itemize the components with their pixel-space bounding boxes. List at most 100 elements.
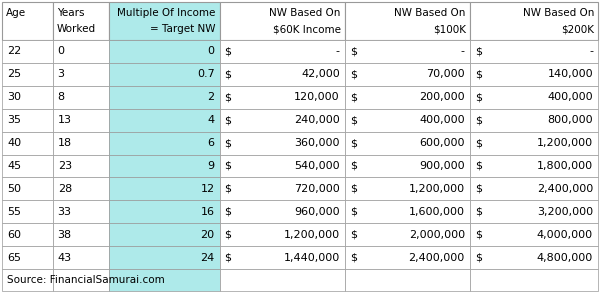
Text: = Target NW: = Target NW xyxy=(150,24,215,34)
Bar xyxy=(109,2,220,40)
Text: $: $ xyxy=(475,47,482,57)
Bar xyxy=(345,132,470,154)
Bar xyxy=(345,40,470,63)
Bar xyxy=(345,63,470,86)
Bar xyxy=(220,177,345,200)
Text: 2,400,000: 2,400,000 xyxy=(537,184,593,194)
Text: $: $ xyxy=(224,115,232,125)
Bar xyxy=(470,177,598,200)
Bar xyxy=(2,223,53,246)
Bar xyxy=(345,246,470,269)
Text: 20: 20 xyxy=(200,230,215,240)
Bar xyxy=(53,154,109,177)
Text: 9: 9 xyxy=(208,161,215,171)
Text: 60: 60 xyxy=(7,230,21,240)
Bar xyxy=(2,2,53,40)
Bar xyxy=(220,2,345,40)
Text: $: $ xyxy=(224,47,232,57)
Text: 400,000: 400,000 xyxy=(547,92,593,102)
Text: 3: 3 xyxy=(58,69,65,79)
Text: $60K Income: $60K Income xyxy=(273,24,341,34)
Text: $: $ xyxy=(475,115,482,125)
Bar xyxy=(109,109,220,132)
Text: 900,000: 900,000 xyxy=(419,161,465,171)
Text: 42,000: 42,000 xyxy=(301,69,340,79)
Bar xyxy=(53,86,109,109)
Text: 1,200,000: 1,200,000 xyxy=(537,138,593,148)
Bar xyxy=(470,246,598,269)
Bar xyxy=(109,177,220,200)
Bar xyxy=(109,40,220,63)
Text: NW Based On: NW Based On xyxy=(523,8,594,18)
Bar xyxy=(470,86,598,109)
Bar xyxy=(53,223,109,246)
Text: $: $ xyxy=(224,161,232,171)
Bar xyxy=(345,154,470,177)
Text: 3,200,000: 3,200,000 xyxy=(537,207,593,217)
Bar xyxy=(109,132,220,154)
Text: $: $ xyxy=(475,207,482,217)
Text: 50: 50 xyxy=(7,184,21,194)
Text: $: $ xyxy=(224,207,232,217)
Bar xyxy=(345,86,470,109)
Text: 12: 12 xyxy=(200,184,215,194)
Bar xyxy=(109,63,220,86)
Text: $: $ xyxy=(475,230,482,240)
Text: 45: 45 xyxy=(7,161,21,171)
Bar xyxy=(53,63,109,86)
Bar xyxy=(470,154,598,177)
Text: -: - xyxy=(336,47,340,57)
Text: $: $ xyxy=(224,92,232,102)
Text: $: $ xyxy=(350,92,357,102)
Bar xyxy=(220,200,345,223)
Text: 0: 0 xyxy=(58,47,65,57)
Text: 33: 33 xyxy=(58,207,71,217)
Text: $: $ xyxy=(224,184,232,194)
Text: 30: 30 xyxy=(7,92,21,102)
Bar xyxy=(53,109,109,132)
Bar xyxy=(220,63,345,86)
Bar xyxy=(53,246,109,269)
Bar xyxy=(2,40,53,63)
Bar xyxy=(109,223,220,246)
Text: $: $ xyxy=(475,69,482,79)
Text: 55: 55 xyxy=(7,207,21,217)
Text: $: $ xyxy=(350,161,357,171)
Text: 4: 4 xyxy=(208,115,215,125)
Bar xyxy=(470,132,598,154)
Text: NW Based On: NW Based On xyxy=(269,8,341,18)
Text: $: $ xyxy=(475,161,482,171)
Text: Worked: Worked xyxy=(56,24,96,34)
Bar xyxy=(220,40,345,63)
Bar xyxy=(2,154,53,177)
Bar xyxy=(220,109,345,132)
Bar xyxy=(109,246,220,269)
Bar xyxy=(2,177,53,200)
Text: $: $ xyxy=(350,253,357,263)
Text: $: $ xyxy=(350,184,357,194)
Bar xyxy=(470,63,598,86)
Text: 120,000: 120,000 xyxy=(294,92,340,102)
Bar xyxy=(470,109,598,132)
Text: Age: Age xyxy=(6,8,26,18)
Bar xyxy=(2,200,53,223)
Text: $: $ xyxy=(350,230,357,240)
Bar xyxy=(220,132,345,154)
Bar xyxy=(53,2,109,40)
Text: $: $ xyxy=(475,138,482,148)
Text: 8: 8 xyxy=(58,92,65,102)
Bar xyxy=(53,200,109,223)
Bar xyxy=(53,177,109,200)
Text: $: $ xyxy=(350,207,357,217)
Text: 2: 2 xyxy=(208,92,215,102)
Text: 360,000: 360,000 xyxy=(294,138,340,148)
Text: $: $ xyxy=(475,92,482,102)
Bar xyxy=(2,269,53,291)
Bar xyxy=(53,40,109,63)
Bar xyxy=(109,200,220,223)
Text: Multiple Of Income: Multiple Of Income xyxy=(117,8,215,18)
Text: 2,400,000: 2,400,000 xyxy=(409,253,465,263)
Text: 960,000: 960,000 xyxy=(294,207,340,217)
Text: 1,200,000: 1,200,000 xyxy=(284,230,340,240)
Text: 1,800,000: 1,800,000 xyxy=(537,161,593,171)
